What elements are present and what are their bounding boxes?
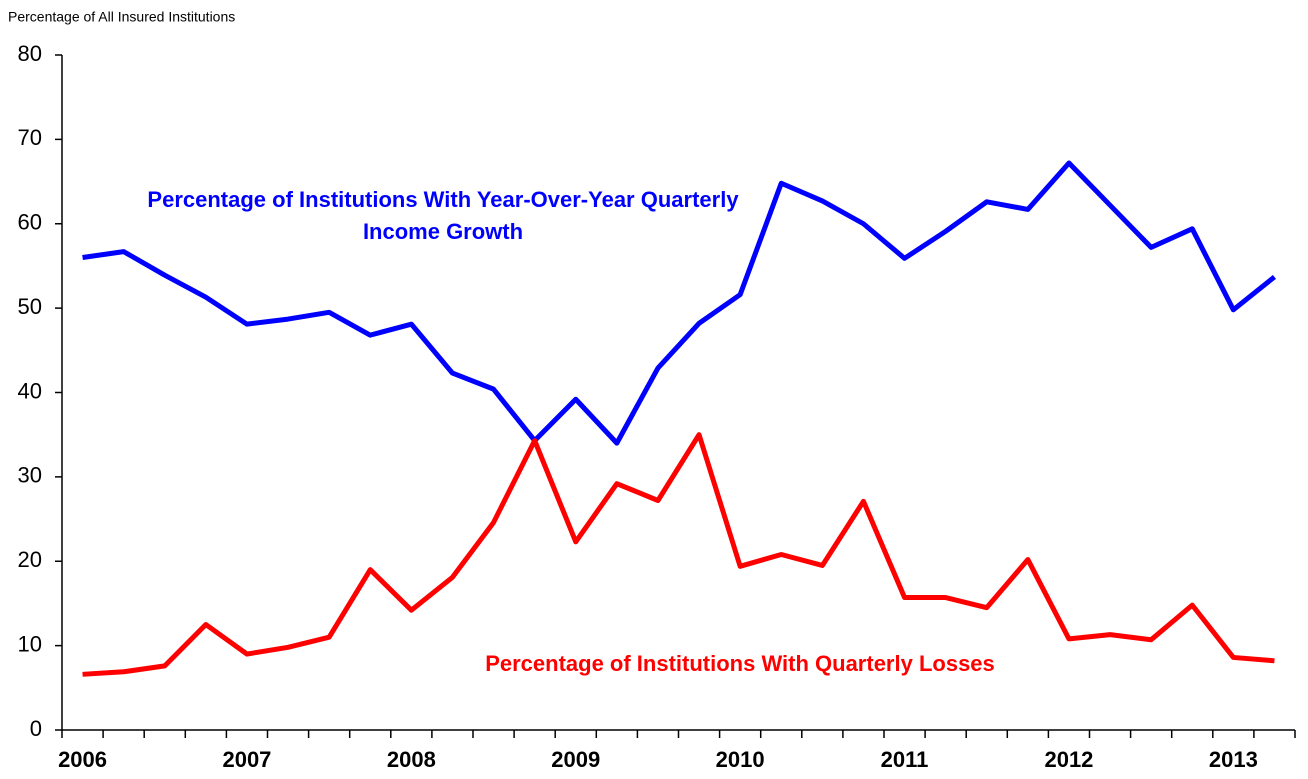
x-tick-label: 2013 (1209, 747, 1258, 772)
series-line (82, 160, 1277, 446)
y-tick-label: 60 (18, 210, 42, 235)
x-tick-label: 2010 (716, 747, 765, 772)
x-tick-label: 2012 (1044, 747, 1093, 772)
x-tick-label: 2008 (387, 747, 436, 772)
x-tick-label: 2007 (222, 747, 271, 772)
y-tick-label: 20 (18, 547, 42, 572)
y-tick-label: 40 (18, 378, 42, 403)
x-tick-label: 2011 (881, 747, 929, 772)
series-label: Percentage of Institutions With Quarterl… (485, 651, 995, 676)
x-tick-label: 2009 (551, 747, 600, 772)
series-label: Percentage of Institutions With Year-Ove… (147, 187, 739, 244)
series-line (82, 432, 1275, 677)
y-tick-label: 80 (18, 41, 42, 66)
x-tick-label: 2006 (58, 747, 107, 772)
y-tick-label: 70 (18, 125, 42, 150)
y-tick-label: 50 (18, 294, 42, 319)
y-tick-label: 10 (18, 631, 42, 656)
y-tick-label: 0 (30, 716, 42, 741)
y-axis-title: Percentage of All Insured Institutions (8, 9, 235, 25)
y-tick-label: 30 (18, 463, 42, 488)
